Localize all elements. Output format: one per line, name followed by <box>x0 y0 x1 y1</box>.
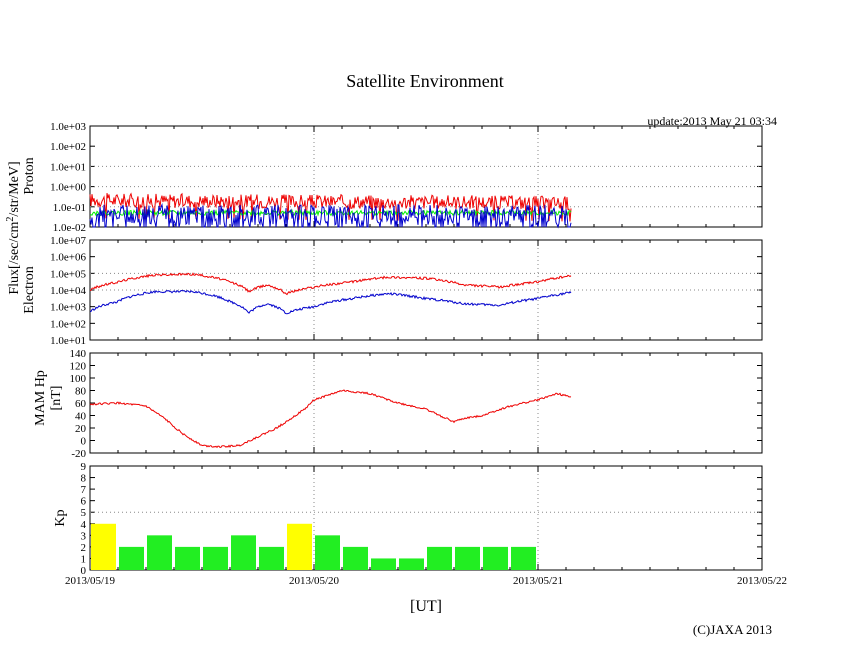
kp-bar <box>343 546 368 570</box>
kp-ytick-label: 8 <box>81 473 87 485</box>
update-timestamp: update:2013 May 21 03:34 <box>647 114 777 128</box>
electron-ytick-label: 1.0e+07 <box>50 235 86 247</box>
mam-hp-ytick-label: 0 <box>81 436 87 448</box>
mam-hp-ytick-label: 20 <box>75 423 87 435</box>
mam-hp-ylabel: MAM Hp <box>33 370 48 426</box>
kp-ytick-label: 5 <box>81 507 87 519</box>
electron-ytick-label: 1.0e+01 <box>50 335 86 347</box>
mam-hp-ylabel-unit: [nT] <box>49 386 64 411</box>
kp-bar <box>259 546 284 570</box>
x-tick-label: 2013/05/21 <box>513 575 563 587</box>
mam-hp-ytick-label: 40 <box>75 411 87 423</box>
proton-ytick-label: 1.0e+01 <box>50 161 86 173</box>
kp-bar <box>175 546 200 570</box>
mam-hp-series-red <box>89 389 572 449</box>
kp-bar <box>455 546 480 570</box>
electron-ytick-label: 1.0e+03 <box>50 302 86 314</box>
proton-ytick-label: 1.0e+03 <box>50 121 86 133</box>
electron-series-blue <box>89 289 572 315</box>
kp-ytick-label: 1 <box>81 553 87 565</box>
proton-ytick-label: 1.0e-02 <box>53 222 86 234</box>
x-tick-label: 2013/05/22 <box>737 575 787 587</box>
kp-ytick-label: 7 <box>81 484 87 496</box>
proton-series-blue <box>89 202 572 229</box>
mam-hp-ytick-label: 80 <box>75 386 87 398</box>
mam-hp-frame <box>89 352 763 454</box>
x-tick-label: 2013/05/20 <box>289 575 340 587</box>
panel-electron: 1.0e+01 1.0e+02 1.0e+03 1.0e+04 1.0e+05 1.0e+… <box>22 235 763 347</box>
kp-bar <box>371 558 396 570</box>
electron-ytick-label: 1.0e+04 <box>50 285 86 297</box>
x-tick-label: 2013/05/19 <box>65 575 116 587</box>
svg-text:Flux[/sec/cm2/str/MeV]: Flux[/sec/cm2/str/MeV] <box>5 161 23 294</box>
kp-bar <box>399 558 424 570</box>
proton-ytick-label: 1.0e+02 <box>50 141 86 153</box>
mam-hp-ytick-label: 140 <box>70 348 87 360</box>
copyright: (C)JAXA 2013 <box>693 622 772 637</box>
mam-hp-ytick-label: 60 <box>75 398 87 410</box>
kp-bar <box>91 523 116 570</box>
kp-bar <box>315 535 340 570</box>
kp-ytick-label: 6 <box>81 496 87 508</box>
panel-proton: 1.0e-02 1.0e-01 1.0e+00 1.0e+01 1.0e+02 1.0e+… <box>22 121 763 234</box>
kp-bar <box>147 535 172 570</box>
kp-bar <box>511 546 536 570</box>
kp-bar <box>427 546 452 570</box>
kp-ytick-label: 9 <box>81 461 87 473</box>
flux-label-text2: /str/MeV] <box>7 161 22 216</box>
kp-ylabel: Kp <box>53 509 68 526</box>
chart-title: Satellite Environment <box>346 71 503 91</box>
proton-ylabel: Proton <box>22 157 37 194</box>
kp-ytick-label: 2 <box>81 542 87 554</box>
mam-hp-ytick-label: 120 <box>70 361 87 373</box>
kp-bar <box>119 546 144 570</box>
proton-ytick-label: 1.0e+00 <box>50 182 86 194</box>
kp-ytick-label: 0 <box>81 565 87 577</box>
kp-ytick-label: 4 <box>81 519 87 531</box>
electron-ytick-label: 1.0e+02 <box>50 318 86 330</box>
proton-ytick-label: 1.0e-01 <box>53 202 86 214</box>
x-axis-label: [UT] <box>410 598 442 615</box>
flux-ylabel: Flux[/sec/cm2/str/MeV] <box>5 161 23 294</box>
electron-ytick-label: 1.0e+05 <box>50 268 86 280</box>
proton-series-red <box>89 192 572 222</box>
mam-hp-ytick-label: 100 <box>70 373 87 385</box>
mam-hp-ytick-label: -20 <box>71 448 86 460</box>
electron-series-red <box>90 272 572 296</box>
kp-ytick-label: 3 <box>81 530 87 542</box>
kp-bar <box>231 535 256 570</box>
kp-bar <box>203 546 228 570</box>
flux-label-sup: 2 <box>5 217 16 222</box>
kp-bar <box>287 523 312 570</box>
panels: 1.0e-021.0e-011.0e+001.0e+011.0e+021.0e+… <box>22 121 787 587</box>
electron-ytick-label: 1.0e+06 <box>50 252 86 264</box>
proton-series-green <box>89 208 572 217</box>
flux-label-text: Flux[/sec/cm <box>7 221 22 294</box>
electron-ylabel: Electron <box>22 266 37 313</box>
kp-bar <box>483 546 508 570</box>
